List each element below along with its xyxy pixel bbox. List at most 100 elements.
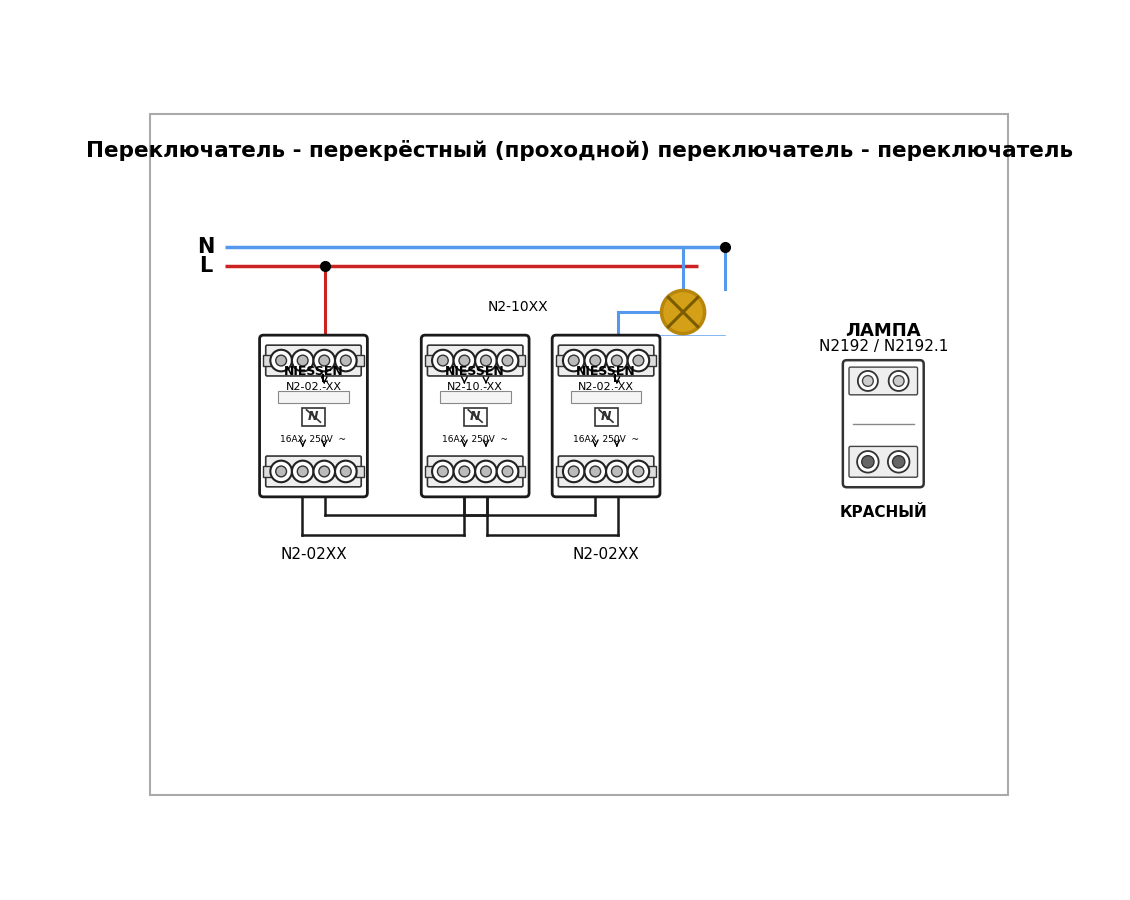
Text: N: N (470, 410, 480, 423)
FancyBboxPatch shape (556, 466, 564, 477)
FancyBboxPatch shape (649, 466, 657, 477)
FancyBboxPatch shape (556, 356, 564, 366)
Text: N2-02XX: N2-02XX (280, 547, 347, 562)
FancyBboxPatch shape (440, 391, 511, 403)
Circle shape (453, 350, 476, 372)
Text: N2192 / N2192.1: N2192 / N2192.1 (818, 339, 948, 355)
FancyBboxPatch shape (594, 408, 618, 426)
Circle shape (319, 356, 330, 366)
FancyBboxPatch shape (558, 456, 654, 487)
Circle shape (502, 466, 513, 477)
Text: N2-10XX: N2-10XX (487, 300, 548, 314)
Circle shape (340, 356, 351, 366)
Circle shape (437, 466, 449, 477)
Circle shape (319, 466, 330, 477)
Circle shape (480, 466, 492, 477)
Circle shape (292, 350, 313, 372)
Text: N: N (601, 410, 611, 423)
FancyBboxPatch shape (356, 466, 364, 477)
Text: N2-10.-XX: N2-10.-XX (447, 382, 503, 392)
Circle shape (334, 461, 357, 482)
Circle shape (313, 350, 334, 372)
Circle shape (276, 356, 287, 366)
Circle shape (270, 350, 292, 372)
Circle shape (606, 461, 627, 482)
Circle shape (893, 455, 905, 468)
FancyBboxPatch shape (421, 335, 529, 497)
Circle shape (459, 466, 470, 477)
FancyBboxPatch shape (266, 346, 362, 376)
Circle shape (590, 356, 601, 366)
FancyBboxPatch shape (558, 346, 654, 376)
Text: 16AX  250V  ~: 16AX 250V ~ (442, 435, 509, 444)
Text: L: L (199, 256, 212, 275)
Circle shape (862, 375, 873, 386)
Circle shape (568, 356, 579, 366)
Circle shape (432, 461, 453, 482)
Text: N2-02.-XX: N2-02.-XX (286, 382, 341, 392)
FancyBboxPatch shape (150, 114, 1008, 795)
Circle shape (563, 350, 584, 372)
FancyBboxPatch shape (649, 356, 657, 366)
Circle shape (270, 461, 292, 482)
FancyBboxPatch shape (518, 356, 525, 366)
Circle shape (453, 461, 476, 482)
Circle shape (437, 356, 449, 366)
FancyBboxPatch shape (427, 456, 523, 487)
Text: NIESSEN: NIESSEN (284, 364, 344, 378)
Circle shape (857, 451, 879, 472)
Text: N: N (197, 237, 215, 256)
FancyBboxPatch shape (263, 356, 271, 366)
Circle shape (584, 461, 606, 482)
Circle shape (606, 350, 627, 372)
FancyBboxPatch shape (849, 367, 918, 395)
Text: ЛАМПА: ЛАМПА (845, 322, 921, 340)
Circle shape (584, 350, 606, 372)
Text: L: L (614, 374, 620, 384)
Circle shape (627, 350, 650, 372)
Text: N: N (308, 410, 319, 423)
Circle shape (611, 356, 623, 366)
Text: NIESSEN: NIESSEN (445, 364, 505, 378)
Circle shape (297, 356, 308, 366)
Text: N2-02.-XX: N2-02.-XX (579, 382, 634, 392)
Circle shape (459, 356, 470, 366)
Text: N2-02XX: N2-02XX (573, 547, 640, 562)
Circle shape (497, 350, 519, 372)
FancyBboxPatch shape (425, 466, 433, 477)
FancyBboxPatch shape (278, 391, 349, 403)
Circle shape (633, 356, 644, 366)
Circle shape (432, 350, 453, 372)
Text: L: L (321, 374, 328, 384)
Text: Переключатель - перекрёстный (проходной) переключатель - переключатель: Переключатель - перекрёстный (проходной)… (86, 140, 1072, 161)
Text: 16AX  250V  ~: 16AX 250V ~ (573, 435, 640, 444)
Circle shape (858, 371, 878, 391)
Circle shape (563, 461, 584, 482)
Circle shape (627, 461, 650, 482)
Circle shape (633, 466, 644, 477)
Circle shape (297, 466, 308, 477)
FancyBboxPatch shape (260, 335, 367, 497)
Circle shape (502, 356, 513, 366)
Circle shape (611, 466, 623, 477)
Circle shape (292, 461, 313, 482)
Circle shape (590, 466, 601, 477)
FancyBboxPatch shape (843, 360, 923, 487)
Circle shape (334, 350, 357, 372)
Circle shape (568, 466, 579, 477)
Circle shape (888, 371, 909, 391)
Circle shape (661, 291, 705, 334)
Circle shape (480, 356, 492, 366)
Circle shape (497, 461, 519, 482)
Circle shape (888, 451, 910, 472)
FancyBboxPatch shape (266, 456, 362, 487)
FancyBboxPatch shape (553, 335, 660, 497)
Circle shape (894, 375, 904, 386)
Circle shape (276, 466, 287, 477)
Text: 16AX  250V  ~: 16AX 250V ~ (280, 435, 347, 444)
Text: NIESSEN: NIESSEN (576, 364, 636, 378)
FancyBboxPatch shape (356, 356, 364, 366)
FancyBboxPatch shape (849, 446, 918, 477)
Circle shape (476, 350, 497, 372)
Circle shape (313, 461, 334, 482)
